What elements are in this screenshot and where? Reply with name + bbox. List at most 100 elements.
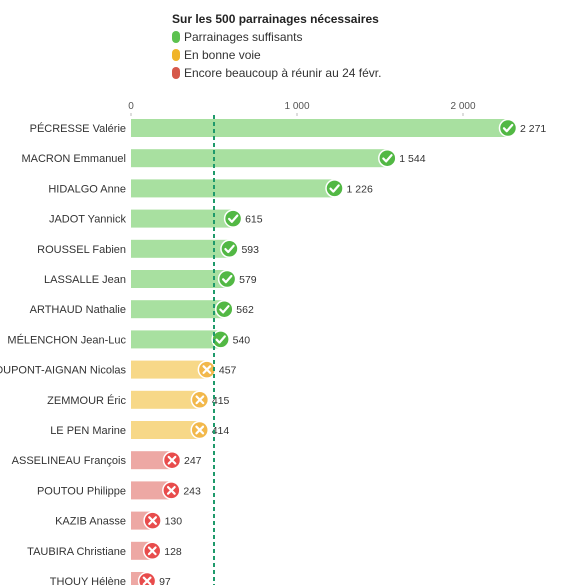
cross-icon bbox=[197, 360, 217, 379]
bar bbox=[131, 451, 173, 470]
value-label: 130 bbox=[165, 516, 183, 528]
value-label: 457 bbox=[219, 365, 237, 377]
status-marker bbox=[498, 118, 518, 138]
bar bbox=[131, 360, 207, 379]
bar bbox=[131, 270, 228, 288]
category-label: ASSELINEAU François bbox=[12, 455, 127, 467]
legend-label-low: Encore beaucoup à réunir au 24 févr. bbox=[184, 66, 382, 80]
status-marker bbox=[220, 239, 239, 259]
cross-icon bbox=[162, 450, 182, 470]
check-mark bbox=[222, 274, 233, 284]
bar bbox=[131, 209, 234, 228]
legend-swatch-ok bbox=[172, 31, 180, 43]
category-label: ZEMMOUR Éric bbox=[47, 394, 126, 407]
bar bbox=[131, 149, 388, 168]
bar bbox=[131, 390, 200, 409]
cross-mark bbox=[167, 455, 177, 465]
chart-legend: Sur les 500 parrainages nécessaires Parr… bbox=[172, 10, 381, 82]
bar bbox=[131, 179, 335, 198]
legend-swatch-mid bbox=[172, 49, 180, 61]
check-mark bbox=[215, 335, 226, 344]
legend-item-mid: En bonne voie bbox=[172, 46, 381, 64]
check-icon bbox=[498, 118, 518, 138]
cross-icon bbox=[190, 390, 210, 410]
value-label: 2 271 bbox=[520, 123, 546, 135]
cross-mark bbox=[142, 576, 152, 585]
value-label: 579 bbox=[239, 274, 257, 286]
status-marker bbox=[211, 330, 230, 349]
bar-rows: PÉCRESSE Valérie 2 271 MACRON Emmanuel 1 54… bbox=[0, 118, 546, 585]
bar bbox=[131, 421, 200, 439]
check-icon bbox=[215, 299, 234, 319]
value-label: 562 bbox=[236, 304, 254, 316]
category-label: JADOT Yannick bbox=[49, 214, 127, 226]
status-marker bbox=[215, 299, 234, 319]
value-label: 247 bbox=[184, 455, 202, 467]
value-label: 128 bbox=[164, 546, 182, 558]
bar bbox=[131, 330, 221, 349]
category-label: DUPONT-AIGNAN Nicolas bbox=[0, 365, 127, 377]
cross-icon bbox=[137, 571, 157, 585]
check-mark bbox=[502, 123, 514, 133]
cross-icon bbox=[162, 481, 181, 500]
value-label: 414 bbox=[212, 425, 230, 437]
category-label: MACRON Emmanuel bbox=[21, 153, 126, 165]
check-icon bbox=[211, 330, 230, 349]
value-label: 540 bbox=[233, 334, 251, 346]
check-icon bbox=[378, 148, 397, 168]
check-mark bbox=[227, 214, 239, 223]
category-label: PÉCRESSE Valérie bbox=[30, 122, 126, 135]
category-label: KAZIB Anasse bbox=[55, 516, 126, 528]
category-label: POUTOU Philippe bbox=[37, 485, 126, 497]
x-tick-label: 0 bbox=[128, 101, 134, 112]
check-mark bbox=[382, 154, 393, 163]
cross-mark bbox=[195, 425, 205, 435]
category-label: ROUSSEL Fabien bbox=[37, 244, 126, 256]
value-label: 1 544 bbox=[399, 153, 425, 165]
bar bbox=[131, 239, 230, 258]
value-label: 615 bbox=[245, 214, 263, 226]
value-label: 415 bbox=[212, 395, 230, 407]
cross-icon bbox=[190, 420, 209, 440]
category-label: ARTHAUD Nathalie bbox=[30, 304, 126, 316]
status-marker bbox=[325, 179, 344, 198]
value-label: 97 bbox=[159, 576, 171, 585]
x-tick-label: 1 000 bbox=[284, 101, 309, 112]
category-label: HIDALGO Anne bbox=[48, 183, 126, 195]
x-tick-label: 2 000 bbox=[450, 101, 475, 112]
bar bbox=[131, 481, 172, 500]
check-icon bbox=[217, 269, 237, 289]
cross-icon bbox=[143, 511, 162, 530]
legend-item-ok: Parrainages suffisants bbox=[172, 28, 381, 46]
status-marker bbox=[137, 571, 157, 585]
legend-title: Sur les 500 parrainages nécessaires bbox=[172, 12, 379, 26]
cross-icon bbox=[142, 541, 162, 561]
check-mark bbox=[219, 305, 230, 314]
legend-label-mid: En bonne voie bbox=[184, 48, 261, 62]
status-marker bbox=[223, 209, 243, 228]
category-label: THOUY Hélène bbox=[50, 576, 126, 585]
cross-mark bbox=[195, 395, 205, 405]
check-icon bbox=[220, 239, 239, 259]
category-label: MÉLENCHON Jean-Luc bbox=[7, 333, 126, 346]
check-mark bbox=[224, 244, 235, 254]
status-marker bbox=[378, 148, 397, 168]
cross-mark bbox=[147, 546, 157, 556]
legend-item-low: Encore beaucoup à réunir au 24 févr. bbox=[172, 64, 381, 82]
legend-swatch-low bbox=[172, 67, 180, 79]
category-label: TAUBIRA Christiane bbox=[27, 546, 126, 558]
category-label: LASSALLE Jean bbox=[44, 274, 126, 286]
cross-mark bbox=[166, 485, 176, 495]
category-label: LE PEN Marine bbox=[50, 425, 126, 437]
legend-label-ok: Parrainages suffisants bbox=[184, 30, 303, 44]
check-mark bbox=[329, 184, 340, 193]
cross-mark bbox=[148, 516, 157, 525]
status-marker bbox=[217, 269, 237, 289]
bar bbox=[131, 119, 508, 137]
check-icon bbox=[325, 179, 344, 198]
check-icon bbox=[223, 209, 243, 228]
value-label: 243 bbox=[183, 485, 201, 497]
value-label: 1 226 bbox=[347, 183, 373, 195]
value-label: 593 bbox=[241, 244, 259, 256]
